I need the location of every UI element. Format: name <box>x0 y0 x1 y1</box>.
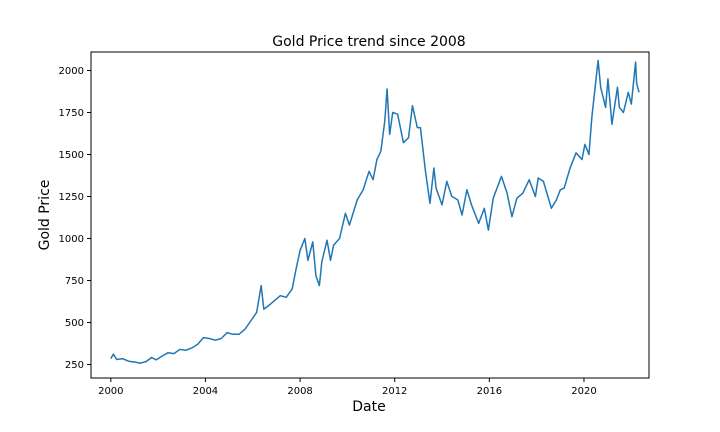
y-tick-label: 1250 <box>59 192 84 203</box>
y-tick-label: 500 <box>65 318 84 329</box>
plot-area <box>110 59 640 364</box>
y-tick-label: 1750 <box>59 108 84 119</box>
x-axis: 2000 2004 2008 2012 2016 2020 <box>98 378 597 397</box>
y-tick-label: 750 <box>65 276 84 287</box>
x-tick-label: 2000 <box>98 386 123 397</box>
y-tick-label: 2000 <box>59 66 84 77</box>
x-axis-label: Date <box>352 399 385 415</box>
y-tick-label: 250 <box>65 360 84 371</box>
x-tick-label: 2016 <box>477 386 502 397</box>
x-tick-label: 2008 <box>287 386 312 397</box>
series-line-0 <box>110 59 640 364</box>
y-axis: 250 500 750 1000 1250 1500 1750 2000 <box>59 66 91 371</box>
x-tick-label: 2004 <box>193 386 218 397</box>
chart-title: Gold Price trend since 2008 <box>272 34 465 50</box>
x-tick-label: 2012 <box>382 386 407 397</box>
plot-frame <box>90 51 650 379</box>
x-tick-label: 2020 <box>571 386 596 397</box>
y-tick-label: 1500 <box>59 150 84 161</box>
y-tick-label: 1000 <box>59 234 84 245</box>
y-axis-label: Gold Price <box>37 180 53 251</box>
